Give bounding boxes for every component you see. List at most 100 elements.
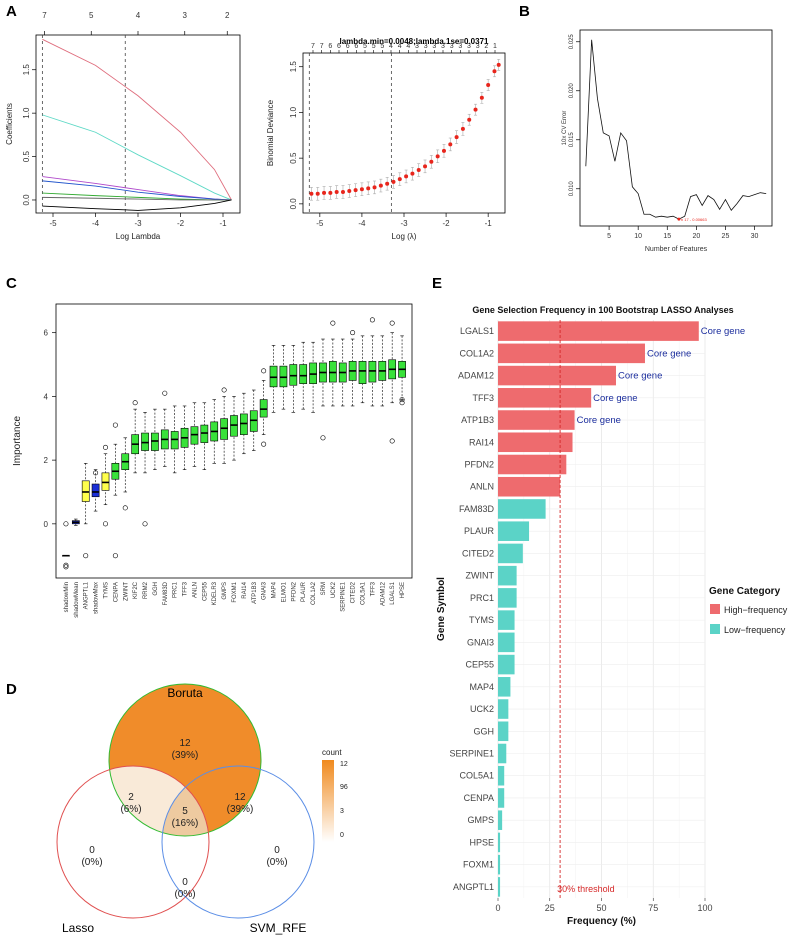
- outlier-point: [389, 320, 395, 326]
- category-label: COL5A1: [361, 581, 367, 605]
- legend-swatch: [710, 604, 720, 614]
- core-gene-annotation: Core gene: [593, 393, 637, 404]
- deviance-point: [334, 189, 339, 194]
- x-tick-label: -5: [49, 219, 57, 228]
- gene-label: TFF3: [473, 393, 495, 403]
- panel-letter-a: A: [6, 3, 17, 20]
- legend-tick-label: 0: [340, 832, 344, 839]
- x-axis-label: Number of Features: [645, 246, 708, 253]
- set-outline-boruta: [108, 683, 262, 837]
- category-label: RRM2: [143, 581, 149, 599]
- top-tick-label: 6: [337, 43, 341, 50]
- gene-label: CITED2: [462, 548, 494, 558]
- core-gene-annotation: Core gene: [577, 415, 621, 426]
- frequency-bar: [498, 810, 503, 830]
- deviance-point: [385, 181, 390, 186]
- x-tick-label: -3: [400, 219, 408, 228]
- top-tick-label: 3: [424, 43, 428, 50]
- outlier-point: [261, 441, 267, 447]
- gene-label: ANLN: [470, 482, 494, 492]
- deviance-point: [410, 171, 415, 176]
- x-tick-label: -4: [358, 219, 366, 228]
- gene-label: COL1A2: [459, 348, 494, 358]
- coefficient-path-line: [42, 199, 232, 211]
- gene-label: COL5A1: [459, 771, 494, 781]
- frequency-bar: [498, 877, 501, 897]
- deviance-point: [460, 126, 465, 131]
- deviance-point: [473, 107, 478, 112]
- gene-label: PLAUR: [464, 526, 495, 536]
- set-name-lasso: Lasso: [62, 921, 94, 935]
- deviance-point: [322, 190, 327, 195]
- gene-label: FOXM1: [463, 860, 494, 870]
- top-tick-label: 7: [311, 43, 315, 50]
- deviance-point: [467, 117, 472, 122]
- core-gene-annotation: Core gene: [647, 348, 691, 359]
- gene-label: PFDN2: [464, 460, 494, 470]
- y-tick-label: 0.5: [289, 152, 298, 164]
- category-label: ANLN: [192, 582, 198, 598]
- category-label: ANGPTL1: [84, 581, 90, 609]
- top-tick-label: 4: [398, 43, 402, 50]
- panel-a-coefficient-path-chart: -5 -4 -3 -2 -1 0.0 0.5 1.0 1.5 7 5 4 3 2 Log Lambda Coe…: [5, 11, 241, 241]
- set-name-boruta: Boruta: [167, 686, 203, 700]
- top-tick-label: 6: [346, 43, 350, 50]
- top-tick-label: 2: [484, 43, 488, 50]
- category-label: UCK2: [331, 581, 337, 598]
- set-outline-svm: [161, 765, 315, 919]
- deviance-point: [359, 187, 364, 192]
- gene-label: CEP55: [465, 660, 494, 670]
- top-tick-label: 3: [183, 11, 188, 20]
- y-tick-label: 0: [44, 520, 49, 529]
- frequency-bar: [498, 654, 515, 675]
- coefficient-path-line: [42, 196, 232, 201]
- category-label: TYMS: [103, 582, 109, 599]
- region-percent: (0%): [81, 857, 102, 868]
- set-outline-lasso: [56, 765, 210, 919]
- panel-letter-e: E: [432, 275, 442, 292]
- legend-color-bar: [322, 760, 334, 842]
- deviance-point: [397, 177, 402, 182]
- y-tick-label: 0.025: [569, 34, 575, 50]
- deviance-point: [416, 168, 421, 173]
- x-tick-label: 30: [751, 233, 759, 240]
- frequency-bar: [498, 321, 699, 341]
- frequency-bar: [498, 854, 501, 875]
- deviance-point: [404, 174, 409, 179]
- x-tick-label: 0: [495, 903, 500, 913]
- legend-tick-label: 12: [340, 761, 348, 768]
- category-label: CEP55: [202, 581, 208, 601]
- top-tick-label: 3: [441, 43, 445, 50]
- y-tick-label: 0.0: [22, 194, 31, 206]
- frequency-bar: [498, 588, 517, 608]
- outlier-point: [399, 397, 405, 403]
- gene-label: RAI14: [469, 437, 494, 447]
- outlier-point: [162, 390, 168, 396]
- panel-letter-d: D: [6, 681, 17, 698]
- frequency-bar: [498, 610, 515, 630]
- region-percent: (0%): [266, 857, 287, 868]
- outlier-point: [83, 553, 89, 559]
- y-axis-label: Importance: [12, 416, 23, 466]
- frequency-bar: [498, 365, 616, 386]
- gene-label: HPSE: [469, 837, 494, 847]
- core-gene-annotation: Core gene: [701, 326, 745, 337]
- category-label: FAM83D: [163, 581, 169, 605]
- frequency-bar: [498, 699, 509, 719]
- top-tick-label: 1: [493, 43, 497, 50]
- top-tick-label: 3: [476, 43, 480, 50]
- x-tick-label: 20: [692, 233, 700, 240]
- frequency-bar: [498, 677, 511, 697]
- frequency-bar: [498, 765, 505, 786]
- deviance-point: [479, 95, 484, 100]
- panel-letter-c: C: [6, 275, 17, 292]
- outlier-point: [93, 470, 99, 476]
- deviance-point: [441, 148, 446, 153]
- frequency-bar: [498, 410, 575, 430]
- region-count: 0: [89, 845, 95, 856]
- deviance-point: [366, 186, 371, 191]
- top-tick-label: 4: [389, 43, 393, 50]
